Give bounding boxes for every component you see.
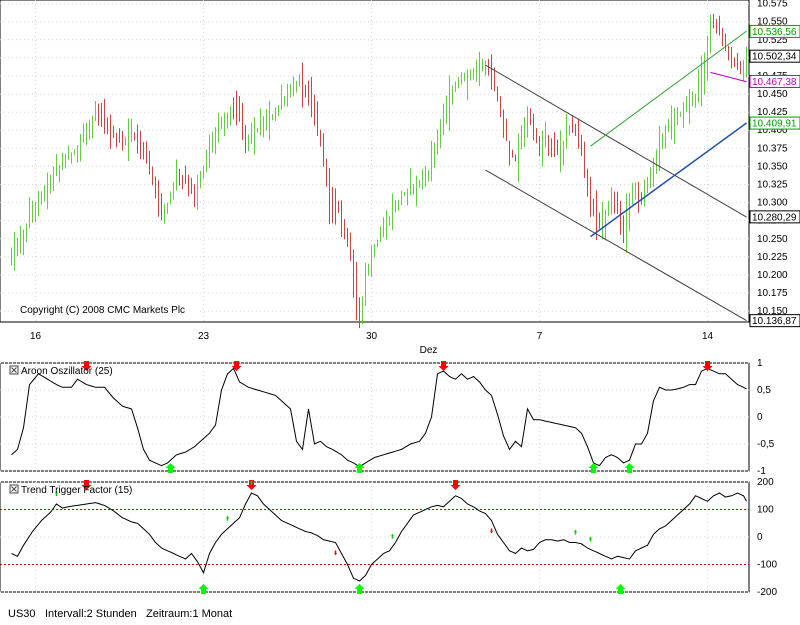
price-label: 10.280,29 [752,212,797,223]
indicator-line [11,367,747,468]
price-label-box [749,74,800,88]
indicator-y-tick: 0 [757,412,763,423]
price-x-tick: 30 [366,331,378,342]
footer-symbol: US30 [8,608,36,620]
indicator-y-tick: -200 [757,587,777,598]
price-panel-frame [0,0,750,323]
price-y-tick: 10.400 [757,125,788,136]
price-y-tick: 10.225 [757,252,788,263]
indicator-y-tick: -100 [757,560,777,571]
buy-signal-arrow [165,463,176,473]
price-label-box [749,49,800,63]
price-y-tick: 10.375 [757,143,788,154]
price-label-box [749,314,800,328]
indicator-y-tick: 0,5 [757,385,771,396]
price-x-month: Dez [420,345,438,356]
buy-signal-arrow [615,584,626,594]
close-icon [11,486,17,492]
buy-signal-arrow [624,463,635,473]
price-y-tick: 10.525 [757,35,788,46]
price-y-tick: 10.550 [757,17,788,28]
price-y-tick: 10.575 [757,0,788,10]
price-label: 10.467,38 [752,77,797,88]
price-label: 10.136,87 [752,316,797,327]
sell-signal-arrow [81,361,92,371]
sell-signal-arrow [490,528,493,534]
price-label: 10.502,34 [752,52,797,63]
buy-signal-arrow [574,529,577,535]
buy-signal-arrow [589,536,592,542]
copyright-bg [16,302,198,316]
price-y-tick: 10.250 [757,234,788,245]
footer-interval: Intervall:2 Stunden [45,608,137,620]
sell-signal-arrow [450,480,461,490]
buy-signal-arrow [391,533,394,539]
price-y-tick: 10.350 [757,161,788,172]
price-y-tick: 10.200 [757,270,788,281]
buy-signal-arrow [250,480,253,485]
buy-signal-arrow [198,584,209,594]
trendline [590,30,747,147]
price-y-tick: 10.300 [757,198,788,209]
price-y-tick: 10.150 [757,306,788,317]
close-icon [11,367,17,373]
buy-signal-arrow [55,491,58,496]
price-x-tick: 16 [30,331,42,342]
status-bar: US30 Intervall:2 Stunden Zeitraum:1 Mona… [0,603,800,625]
indicator-y-tick: 200 [757,477,774,488]
sell-signal-arrow [81,480,92,490]
price-x-tick: 7 [537,331,543,342]
indicator-line [11,492,747,582]
indicator-y-tick: 100 [757,505,774,516]
buy-signal-arrow [354,463,365,473]
trendline [485,64,747,218]
price-label: 10.409,91 [752,119,797,130]
indicator-y-tick: -1 [757,466,766,477]
price-y-tick: 10.325 [757,180,788,191]
sell-signal-arrow [334,550,337,556]
buy-signal-arrow [588,463,599,473]
trendline [710,71,747,83]
sell-signal-arrow [438,361,449,371]
indicator-y-tick: 0 [757,532,763,543]
price-label-box [749,210,800,224]
trendline [485,169,747,321]
indicator-title: Aroon Oszillator (25) [21,366,113,377]
copyright-text: Copyright (C) 2008 CMC Markets Plc [20,305,185,316]
indicator-y-tick: 1 [757,358,763,369]
price-x-tick: 14 [702,331,714,342]
price-label: 10.536,56 [752,27,797,38]
sell-signal-arrow [231,361,242,371]
buy-signal-arrow [354,584,365,594]
price-label-box [749,116,800,130]
price-x-tick: 23 [198,331,210,342]
price-label-box [749,24,800,38]
sell-signal-arrow [702,361,713,371]
indicator-y-tick: -0,5 [757,439,775,450]
trendline [590,122,747,238]
indicator-title: Trend Trigger Factor (15) [21,485,132,496]
price-y-tick: 10.450 [757,89,788,100]
price-y-tick: 10.425 [757,107,788,118]
price-y-tick: 10.175 [757,288,788,299]
footer-period: Zeitraum:1 Monat [146,608,233,620]
buy-signal-arrow [226,515,229,521]
